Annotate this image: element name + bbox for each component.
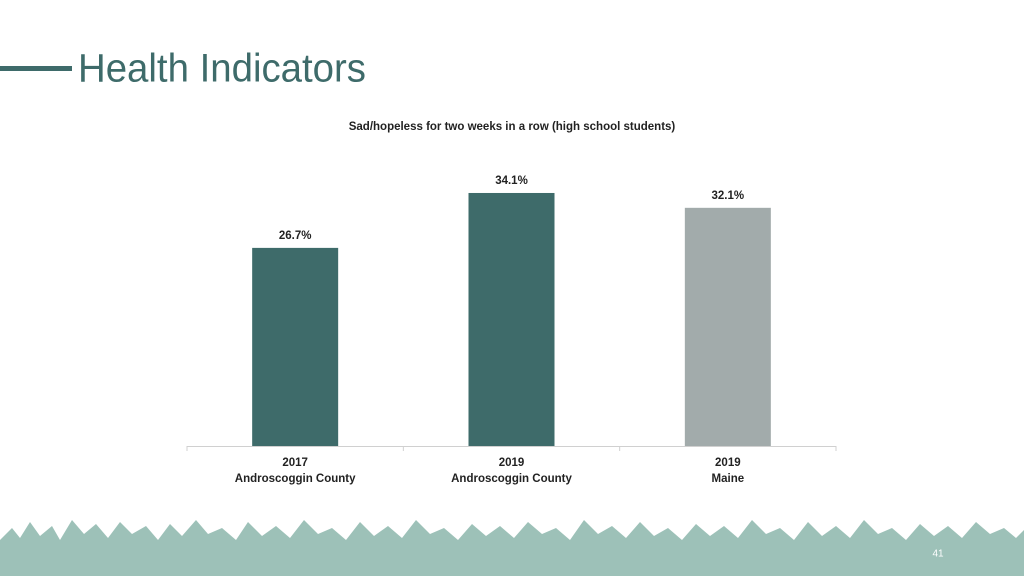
- value-label: 26.7%: [279, 230, 312, 242]
- bar: [252, 247, 339, 446]
- slide-title: Health Indicators: [78, 47, 366, 91]
- x-tick-label: Maine: [712, 473, 745, 485]
- x-tick-label: 2019: [499, 457, 525, 469]
- bar: [684, 207, 771, 446]
- title-rule: [0, 66, 72, 71]
- chart-title: Sad/hopeless for two weeks in a row (hig…: [349, 121, 676, 133]
- x-tick-label: 2017: [282, 457, 308, 469]
- value-label: 32.1%: [712, 190, 745, 202]
- x-tick-label: 2019: [715, 457, 741, 469]
- tree-silhouette: [0, 520, 1024, 576]
- bar: [468, 192, 555, 446]
- x-tick-label: Androscoggin County: [451, 473, 572, 485]
- value-label: 34.1%: [495, 175, 528, 187]
- page-number: 41: [932, 549, 944, 560]
- x-tick-label: Androscoggin County: [235, 473, 356, 485]
